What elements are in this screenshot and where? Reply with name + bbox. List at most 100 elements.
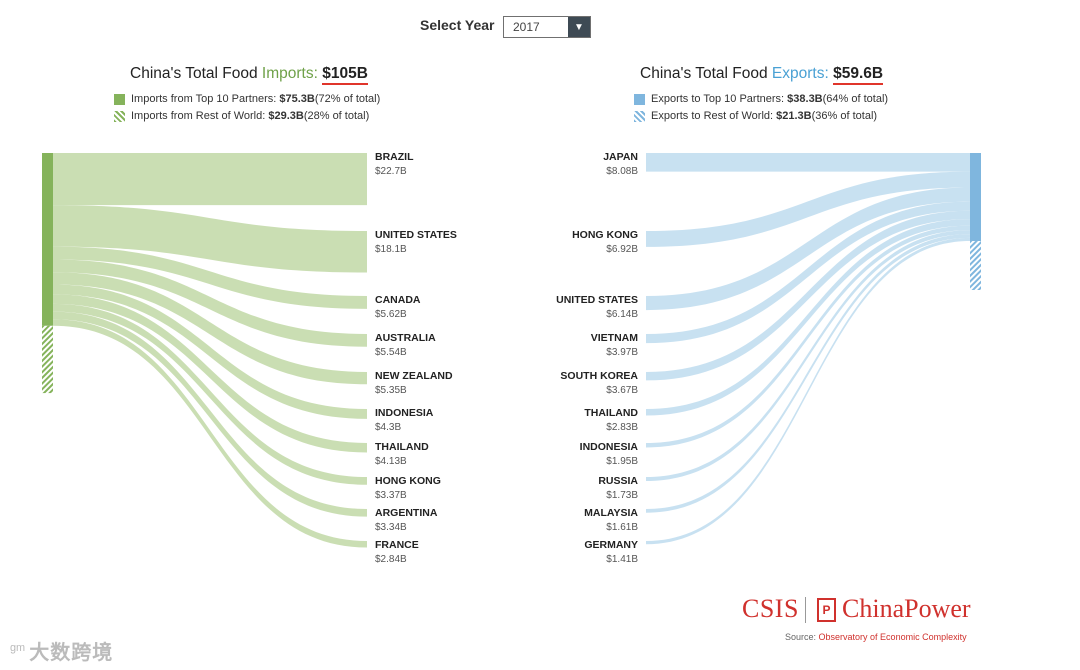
year-select-label: Select Year bbox=[420, 17, 495, 33]
imports-value-australia: $5.54B bbox=[375, 347, 407, 358]
exports-value-russia: $1.73B bbox=[606, 490, 638, 501]
imports-label-argentina: ARGENTINA bbox=[375, 507, 438, 519]
year-select[interactable]: 2017 ▼ bbox=[503, 16, 591, 38]
imports-label-brazil: BRAZIL bbox=[375, 151, 414, 163]
exports-flow-thailand[interactable] bbox=[646, 219, 970, 416]
chinapower-icon: P bbox=[817, 598, 836, 622]
imports-legend-top10-pct: (72% of total) bbox=[314, 93, 381, 105]
exports-legend-rest: Exports to Rest of World: $21.3B (36% of… bbox=[634, 110, 877, 122]
watermark-text: 大数跨境 bbox=[29, 642, 114, 664]
imports-label-united-states: UNITED STATES bbox=[375, 229, 457, 241]
imports-flow-hong-kong[interactable] bbox=[53, 303, 367, 485]
imports-value-canada: $5.62B bbox=[375, 309, 407, 320]
exports-flow-russia[interactable] bbox=[646, 230, 970, 481]
exports-label-vietnam: VIETNAM bbox=[591, 332, 639, 344]
imports-legend-rest-value: $29.3B bbox=[268, 110, 304, 122]
imports-flow-new-zealand[interactable] bbox=[53, 272, 367, 385]
exports-rest-of-world-bar bbox=[970, 241, 981, 290]
exports-label-south-korea: SOUTH KOREA bbox=[560, 370, 638, 382]
imports-legend-rest-label: Imports from Rest of World: bbox=[131, 110, 266, 122]
imports-legend-top10-label: Imports from Top 10 Partners: bbox=[131, 93, 277, 105]
exports-legend-top10: Exports to Top 10 Partners: $38.3B (64% … bbox=[634, 93, 888, 105]
source-link[interactable]: Observatory of Economic Complexity bbox=[818, 632, 967, 642]
imports-flow-thailand[interactable] bbox=[53, 294, 367, 453]
imports-flow-france[interactable] bbox=[53, 319, 367, 548]
imports-rest-of-world-bar bbox=[42, 325, 53, 394]
exports-flow-japan[interactable] bbox=[646, 153, 970, 172]
imports-value-argentina: $3.34B bbox=[375, 522, 407, 533]
imports-value-thailand: $4.13B bbox=[375, 456, 407, 467]
exports-value-hong-kong: $6.92B bbox=[606, 244, 638, 255]
imports-title-prefix: China's Total Food bbox=[130, 65, 262, 82]
exports-title-word: Exports: bbox=[771, 65, 829, 82]
exports-label-japan: JAPAN bbox=[603, 151, 638, 163]
exports-flow-hong-kong[interactable] bbox=[646, 171, 970, 247]
exports-label-united-states: UNITED STATES bbox=[556, 294, 638, 306]
exports-label-russia: RUSSIA bbox=[598, 475, 638, 487]
imports-hatch-swatch bbox=[114, 110, 125, 122]
imports-title-word: Imports: bbox=[261, 65, 318, 82]
chevron-down-icon[interactable]: ▼ bbox=[568, 17, 590, 37]
exports-value-south-korea: $3.67B bbox=[606, 385, 638, 396]
source-note: Source: Observatory of Economic Complexi… bbox=[785, 632, 967, 642]
imports-legend-rest: Imports from Rest of World: $29.3B (28% … bbox=[114, 110, 369, 122]
exports-value-germany: $1.41B bbox=[606, 554, 638, 565]
exports-legend-top10-value: $38.3B bbox=[787, 93, 823, 105]
exports-value-indonesia: $1.95B bbox=[606, 456, 638, 467]
imports-value-new-zealand: $5.35B bbox=[375, 385, 407, 396]
exports-label-malaysia: MALAYSIA bbox=[584, 507, 638, 519]
exports-flow-vietnam[interactable] bbox=[646, 201, 970, 344]
csis-logo[interactable]: CSIS bbox=[742, 594, 799, 623]
exports-legend-rest-label: Exports to Rest of World: bbox=[651, 110, 774, 122]
exports-flow-germany[interactable] bbox=[646, 237, 970, 545]
exports-solid-swatch bbox=[634, 93, 645, 105]
logo-divider bbox=[805, 597, 806, 623]
exports-value-united-states: $6.14B bbox=[606, 309, 638, 320]
exports-legend-top10-pct: (64% of total) bbox=[822, 93, 889, 105]
imports-flow-united-states[interactable] bbox=[53, 205, 367, 273]
exports-legend-rest-value: $21.3B bbox=[776, 110, 812, 122]
imports-value-brazil: $22.7B bbox=[375, 166, 407, 177]
imports-label-hong-kong: HONG KONG bbox=[375, 475, 441, 487]
exports-value-malaysia: $1.61B bbox=[606, 522, 638, 533]
exports-flow-indonesia[interactable] bbox=[646, 225, 970, 448]
imports-label-new-zealand: NEW ZEALAND bbox=[375, 370, 453, 382]
imports-flow-argentina[interactable] bbox=[53, 311, 367, 517]
exports-title: China's Total Food Exports: $59.6B bbox=[640, 65, 884, 85]
exports-flow-south-korea[interactable] bbox=[646, 210, 970, 381]
imports-flow-brazil[interactable] bbox=[53, 153, 367, 206]
imports-title: China's Total Food Imports: $105B bbox=[130, 65, 368, 85]
imports-top10-bar bbox=[42, 153, 53, 326]
imports-solid-swatch bbox=[114, 93, 125, 105]
watermark: ᵍᵐ 大数跨境 bbox=[10, 636, 113, 665]
exports-title-prefix: China's Total Food bbox=[640, 65, 772, 82]
exports-total: $59.6B bbox=[833, 65, 884, 85]
year-select-value: 2017 bbox=[513, 20, 540, 34]
imports-value-france: $2.84B bbox=[375, 554, 407, 565]
exports-legend-rest-pct: (36% of total) bbox=[811, 110, 878, 122]
exports-label-germany: GERMANY bbox=[584, 539, 638, 551]
exports-flow-united-states[interactable] bbox=[646, 187, 970, 311]
imports-flow-australia[interactable] bbox=[53, 259, 367, 347]
imports-sankey: BRAZIL $22.7B UNITED STATES $18.1B CANADA $5.… bbox=[42, 151, 457, 565]
exports-top10-bar bbox=[970, 153, 981, 242]
watermark-icon: ᵍᵐ bbox=[10, 641, 26, 659]
imports-label-thailand: THAILAND bbox=[375, 441, 429, 453]
exports-flow-malaysia[interactable] bbox=[646, 234, 970, 513]
imports-label-indonesia: INDONESIA bbox=[375, 407, 434, 419]
imports-value-united-states: $18.1B bbox=[375, 244, 407, 255]
exports-hatch-swatch bbox=[634, 110, 645, 122]
imports-flow-indonesia[interactable] bbox=[53, 284, 367, 419]
exports-label-thailand: THAILAND bbox=[584, 407, 638, 419]
chinapower-logo[interactable]: ChinaPower bbox=[842, 594, 971, 623]
exports-value-thailand: $2.83B bbox=[606, 422, 638, 433]
imports-flow-canada[interactable] bbox=[53, 246, 367, 309]
imports-legend-top10-value: $75.3B bbox=[279, 93, 315, 105]
source-prefix: Source: bbox=[785, 632, 819, 642]
imports-legend-top10: Imports from Top 10 Partners: $75.3B (72… bbox=[114, 93, 380, 105]
exports-value-vietnam: $3.97B bbox=[606, 347, 638, 358]
exports-sankey: JAPAN $8.08B HONG KONG $6.92B UNITED STATES $… bbox=[556, 151, 981, 565]
imports-label-australia: AUSTRALIA bbox=[375, 332, 436, 344]
